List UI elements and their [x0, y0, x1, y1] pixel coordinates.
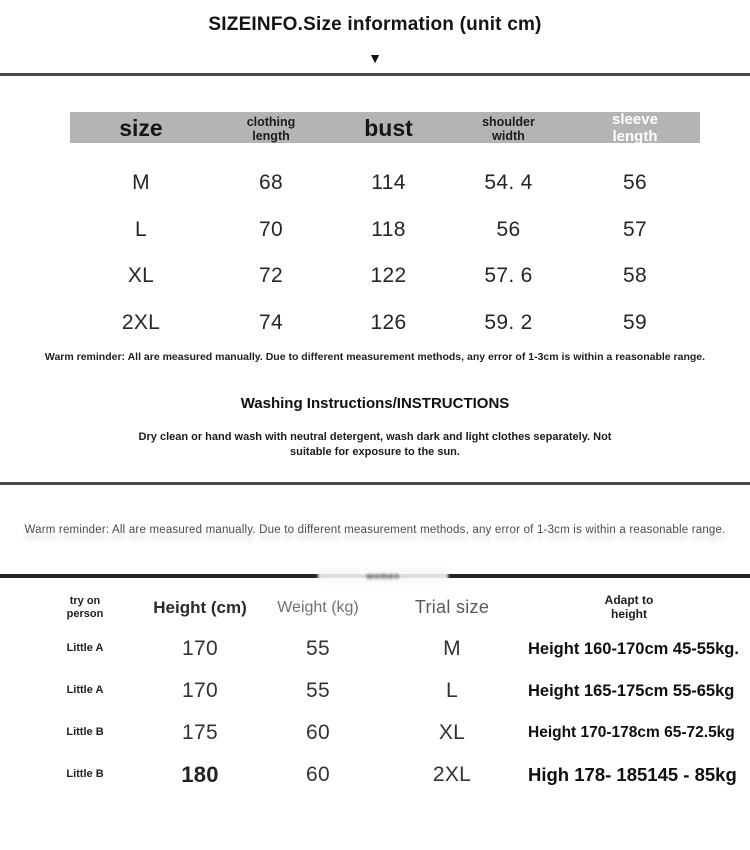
table-row: L 70 118 56 57 — [70, 207, 700, 254]
shoulder-width-cell: 59. 2 — [484, 310, 533, 334]
column-header-height: Height (cm) — [153, 597, 247, 617]
person-cell: Little A — [66, 642, 104, 655]
section-divider: women — [0, 567, 750, 584]
size-cell: 2XL — [121, 310, 161, 334]
adapt-cell: Height 160-170cm 45-55kg. — [528, 639, 739, 658]
fit-table-header: try on person Height (cm) Weight (kg) Tr… — [30, 593, 730, 622]
height-cell: 180 — [181, 762, 219, 787]
person-cell: Little B — [66, 726, 104, 739]
ghost-label: women — [318, 567, 448, 584]
column-header-weight: Weight (kg) — [277, 598, 359, 616]
column-header-size: size — [119, 115, 163, 142]
shoulder-width-cell: 57. 6 — [484, 264, 533, 288]
divider-line — [0, 482, 750, 485]
sleeve-length-cell: 58 — [623, 264, 647, 288]
column-header-trial-size: Trial size — [414, 597, 490, 618]
person-cell: Little A — [66, 684, 104, 697]
person-cell: Little B — [66, 768, 104, 781]
bust-cell: 118 — [371, 217, 406, 241]
sleeve-length-cell: 56 — [623, 171, 647, 195]
column-header-try-on-person: try on person — [66, 595, 104, 620]
adapt-cell: Height 165-175cm 55-65kg — [528, 681, 735, 700]
chevron-down-icon: ▼ — [368, 50, 382, 66]
size-cell: L — [135, 217, 147, 241]
bust-cell: 126 — [370, 310, 407, 334]
weight-cell: 60 — [306, 763, 330, 786]
clothing-length-cell: 74 — [259, 310, 283, 334]
weight-cell: 55 — [306, 637, 330, 660]
table-row: M 68 114 54. 4 56 — [70, 160, 700, 207]
shoulder-width-cell: 54. 4 — [484, 171, 533, 195]
table-row: Little B 180 60 2XL High 178- 185145 - 8… — [30, 754, 737, 796]
height-cell: 170 — [182, 679, 218, 702]
trial-size-cell: XL — [438, 721, 466, 744]
clothing-length-cell: 70 — [259, 217, 283, 241]
weight-cell: 60 — [306, 721, 330, 744]
clothing-length-cell: 68 — [259, 171, 283, 195]
size-table-header: size clothing length bust shoulder width… — [70, 111, 700, 145]
sleeve-length-cell: 59 — [623, 310, 647, 334]
washing-instructions-title: Washing Instructions/INSTRUCTIONS — [240, 395, 510, 412]
divider-line — [0, 73, 750, 76]
height-cell: 175 — [182, 721, 218, 744]
page-title: SIZEINFO.Size information (unit cm) — [208, 14, 542, 35]
table-row: Little B 175 60 XL Height 170-178cm 65-7… — [30, 712, 735, 754]
shoulder-width-cell: 56 — [496, 217, 521, 241]
weight-cell: 55 — [306, 679, 330, 702]
table-row: 2XL 74 126 59. 2 59 — [70, 300, 700, 347]
clothing-length-cell: 72 — [259, 264, 283, 288]
washing-instructions-text: Dry clean or hand wash with neutral dete… — [138, 431, 612, 458]
bust-cell: 122 — [370, 264, 407, 288]
size-cell: M — [132, 171, 150, 195]
column-header-sleeve-length: sleeve length — [612, 111, 658, 145]
adapt-cell: Height 170-178cm 65-72.5kg — [528, 724, 735, 741]
size-table-body: M 68 114 54. 4 56 L 70 118 56 57 XL 72 1… — [70, 160, 700, 346]
table-row: Little A 170 55 M Height 160-170cm 45-55… — [30, 628, 739, 670]
table-row: XL 72 122 57. 6 58 — [70, 253, 700, 300]
warm-reminder-secondary: Warm reminder: All are measured manually… — [24, 524, 726, 536]
trial-size-cell: L — [446, 679, 458, 702]
sleeve-length-cell: 57 — [623, 217, 647, 241]
table-row: Little A 170 55 L Height 165-175cm 55-65… — [30, 670, 735, 712]
adapt-cell: High 178- 185145 - 85kg — [528, 764, 737, 785]
warm-reminder: Warm reminder: All are measured manually… — [44, 351, 706, 363]
fit-table-body: Little A 170 55 M Height 160-170cm 45-55… — [30, 628, 739, 796]
column-header-shoulder-width: shoulder width — [482, 114, 535, 143]
column-header-clothing-length: clothing length — [246, 114, 296, 143]
size-cell: XL — [127, 264, 155, 288]
column-header-bust: bust — [364, 115, 413, 142]
bust-cell: 114 — [371, 171, 406, 195]
trial-size-cell: 2XL — [432, 763, 472, 786]
height-cell: 170 — [182, 637, 218, 660]
trial-size-cell: M — [443, 637, 461, 660]
column-header-adapt-to-height: Adapt to height — [604, 593, 654, 621]
